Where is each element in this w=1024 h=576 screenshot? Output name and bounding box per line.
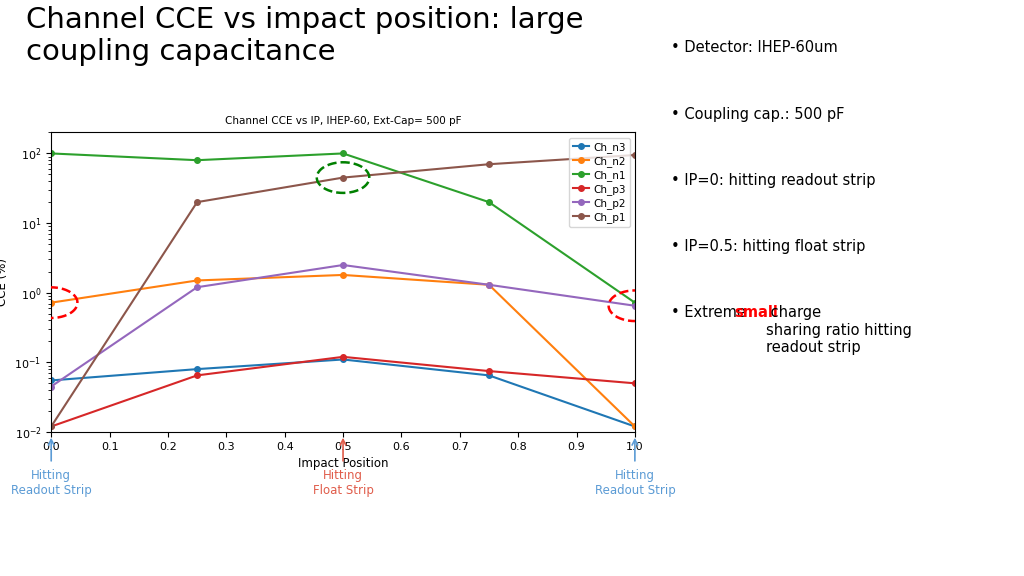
Line: Ch_p1: Ch_p1	[48, 152, 638, 429]
Ch_p3	[337, 354, 349, 361]
Text: • Extreme: • Extreme	[671, 305, 751, 320]
Ch_p3	[483, 367, 496, 374]
Text: Hitting
Float Strip: Hitting Float Strip	[312, 469, 374, 498]
Text: • IP=0: hitting readout strip: • IP=0: hitting readout strip	[671, 173, 876, 188]
Ch_p1	[45, 423, 57, 430]
Ch_p2	[45, 383, 57, 390]
Title: Channel CCE vs IP, IHEP-60, Ext-Cap= 500 pF: Channel CCE vs IP, IHEP-60, Ext-Cap= 500…	[225, 116, 461, 126]
Text: charge
sharing ratio hitting
readout strip: charge sharing ratio hitting readout str…	[766, 305, 911, 355]
Ch_p3	[629, 380, 641, 386]
Ch_n1	[190, 157, 203, 164]
Line: Ch_n3: Ch_n3	[48, 357, 638, 429]
Ch_p1	[190, 199, 203, 206]
Text: • IP=0.5: hitting float strip: • IP=0.5: hitting float strip	[671, 239, 865, 254]
Text: Hitting
Readout Strip: Hitting Readout Strip	[595, 469, 675, 498]
Ch_p3	[190, 372, 203, 379]
Ch_p2	[483, 281, 496, 288]
Ch_n2	[190, 277, 203, 284]
Ch_n3	[483, 372, 496, 379]
Ch_n2	[483, 281, 496, 288]
Ch_n2	[629, 423, 641, 430]
Ch_p2	[629, 302, 641, 309]
Ch_p1	[337, 174, 349, 181]
Ch_n3	[190, 366, 203, 373]
Ch_p2	[190, 284, 203, 291]
Ch_n3	[629, 423, 641, 430]
Line: Ch_p3: Ch_p3	[48, 354, 638, 429]
Ch_p1	[629, 151, 641, 158]
Ch_n1	[337, 150, 349, 157]
Y-axis label: CCE (%): CCE (%)	[0, 258, 9, 306]
Ch_n2	[337, 271, 349, 278]
Ch_n2	[45, 299, 57, 306]
Ch_n1	[45, 150, 57, 157]
Line: Ch_p2: Ch_p2	[48, 262, 638, 389]
Ch_p2	[337, 262, 349, 268]
Text: Hitting
Readout Strip: Hitting Readout Strip	[11, 469, 91, 498]
Text: small: small	[734, 305, 778, 320]
X-axis label: Impact Position: Impact Position	[298, 457, 388, 470]
Ch_n3	[337, 356, 349, 363]
Ch_p3	[45, 423, 57, 430]
Line: Ch_n2: Ch_n2	[48, 272, 638, 429]
Ch_n3	[45, 377, 57, 384]
Text: • Detector: IHEP-60um: • Detector: IHEP-60um	[671, 40, 838, 55]
Ch_n1	[629, 299, 641, 306]
Text: Channel CCE vs impact position: large
coupling capacitance: Channel CCE vs impact position: large co…	[26, 6, 583, 66]
Ch_n1	[483, 199, 496, 206]
Line: Ch_n1: Ch_n1	[48, 151, 638, 305]
Legend: Ch_n3, Ch_n2, Ch_n1, Ch_p3, Ch_p2, Ch_p1: Ch_n3, Ch_n2, Ch_n1, Ch_p3, Ch_p2, Ch_p1	[569, 138, 630, 227]
Ch_p1	[483, 161, 496, 168]
Text: • Coupling cap.: 500 pF: • Coupling cap.: 500 pF	[671, 107, 844, 122]
